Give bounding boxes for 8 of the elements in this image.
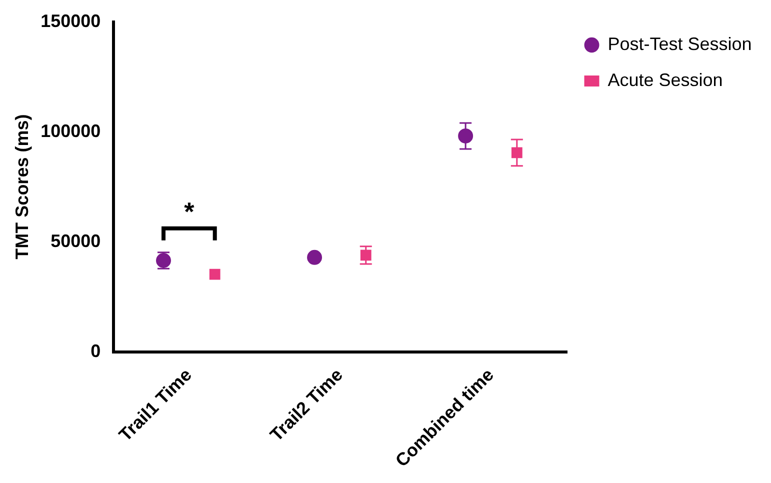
legend-label: Acute Session: [608, 70, 723, 90]
y-tick-label: 50000: [50, 230, 101, 251]
y-tick-label: 100000: [40, 120, 101, 141]
annotation: *: [184, 196, 196, 227]
legend-label: Post-Test Session: [608, 34, 752, 54]
y-tick-label: 0: [90, 340, 101, 361]
y-axis-title: TMT Scores (ms): [12, 114, 32, 260]
y-tick-label: 150000: [40, 10, 101, 31]
